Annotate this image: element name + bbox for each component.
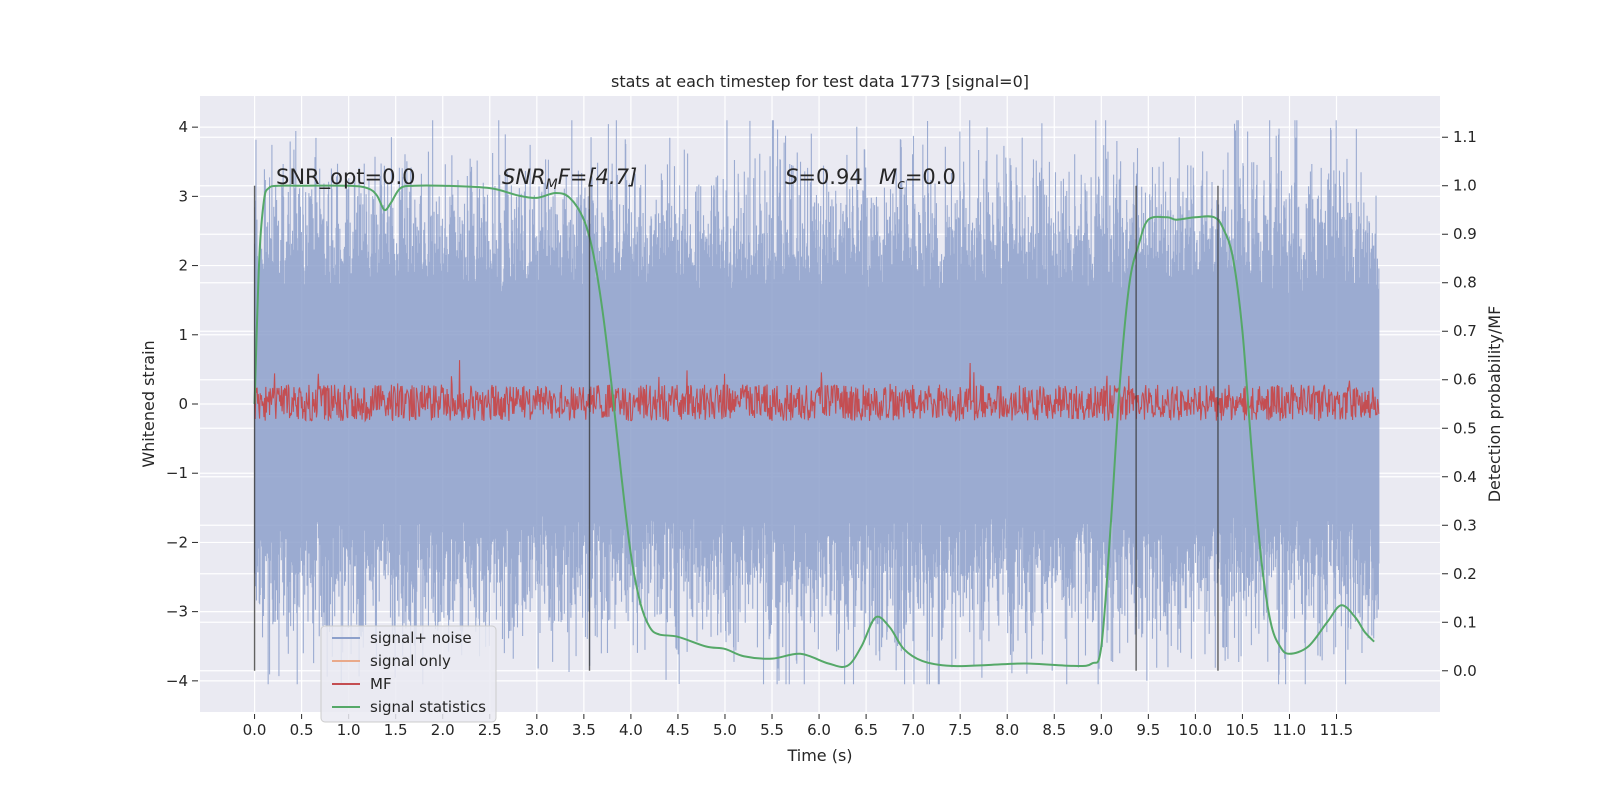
mc-value: =0.0	[905, 165, 956, 189]
snr-mf-sub: M	[546, 177, 558, 193]
annotation-snr-opt: SNR_opt=0.0	[276, 165, 416, 190]
legend-label-signal-only: signal only	[370, 652, 451, 670]
series-signal-statistics	[253, 184, 1375, 669]
axes: 0.0 0.5 1.0 1.5 2.0 2.5 3.0 3.5 4.0 4.5 5.0 5.5 6.0 6…	[166, 118, 1477, 739]
s-var: S	[785, 165, 798, 189]
x-tick-label: 5.5	[760, 721, 784, 739]
y-tick-label: 1	[178, 326, 188, 344]
y-tick-label: −1	[166, 464, 188, 482]
x-tick-label: 3.5	[572, 721, 596, 739]
legend-entry-signal-only: signal only	[332, 652, 451, 670]
mc-sub: c	[897, 177, 905, 193]
x-tick-label: 2.5	[478, 721, 502, 739]
y-tick-label: 2	[178, 257, 188, 275]
x-tick-label: 1.0	[337, 721, 361, 739]
y2-tick-label: 1.1	[1453, 128, 1477, 146]
y2-tick-label: 0.5	[1453, 419, 1477, 437]
x-tick-label: 11.5	[1320, 721, 1353, 739]
x-tick-label: 10.5	[1226, 721, 1259, 739]
y2-tick-label: 0.4	[1453, 468, 1477, 486]
legend-entry-signal-statistics: signal statistics	[332, 698, 486, 716]
x-axis-label: Time (s)	[786, 746, 852, 765]
y-tick-label: 4	[178, 118, 188, 136]
series-mf	[254, 360, 1380, 423]
y2-tick-label: 1.0	[1453, 177, 1477, 195]
x-tick-label: 7.5	[948, 721, 972, 739]
y2-tick-label: 0.7	[1453, 322, 1477, 340]
legend: signal+ noise signal only MF signal stat…	[320, 625, 497, 723]
legend-label-signal-statistics: signal statistics	[370, 698, 486, 716]
y2-tick-label: 0.3	[1453, 516, 1477, 534]
y-tick-label: 3	[178, 187, 188, 205]
x-tick-label: 9.5	[1136, 721, 1160, 739]
x-tick-label: 11.0	[1273, 721, 1306, 739]
x-tick-label: 4.0	[619, 721, 643, 739]
legend-label-signal-noise: signal+ noise	[370, 629, 472, 647]
annotations: SNR_opt=0.0 SNRMF=[4.7] S=0.94 Mc=0.0	[276, 165, 956, 193]
y2-tick-label: 0.9	[1453, 225, 1477, 243]
x-tick-label: 8.5	[1042, 721, 1066, 739]
snr-mf-prefix: SNR	[502, 165, 546, 189]
x-tick-label: 7.0	[901, 721, 925, 739]
x-tick-label: 4.5	[666, 721, 690, 739]
legend-entry-mf: MF	[332, 675, 392, 693]
y2-tick-label: 0.8	[1453, 274, 1477, 292]
x-tick-label: 0.0	[243, 721, 267, 739]
legend-entry-signal-noise: signal+ noise	[332, 629, 472, 647]
y-tick-label: 0	[178, 395, 188, 413]
x-tick-label: 6.5	[854, 721, 878, 739]
x-tick-label: 6.0	[807, 721, 831, 739]
y2-tick-label: 0.1	[1453, 613, 1477, 631]
legend-label-mf: MF	[370, 675, 392, 693]
x-tick-label: 0.5	[290, 721, 314, 739]
snr-mf-suffix-f: F=[4.7]	[558, 165, 637, 189]
vertical-markers	[253, 185, 1219, 671]
y-axis-label: Whitened strain	[139, 340, 158, 467]
mc-var: M	[879, 165, 897, 189]
annotation-snr-mf: SNRMF=[4.7]	[502, 165, 637, 193]
x-tick-label: 2.0	[431, 721, 455, 739]
y2-tick-label: 0.2	[1453, 565, 1477, 583]
annotation-mc-value: Mc=0.0	[879, 165, 956, 193]
legend-box	[320, 625, 497, 723]
y2-axis-label: Detection probability/MF	[1485, 306, 1504, 503]
x-tick-label: 9.0	[1089, 721, 1113, 739]
x-tick-label: 5.0	[713, 721, 737, 739]
y2-tick-label: 0.6	[1453, 371, 1477, 389]
y-tick-label: −2	[166, 533, 188, 551]
y-tick-label: −4	[166, 672, 188, 690]
x-tick-label: 10.0	[1179, 721, 1212, 739]
annotation-s-value: S=0.94	[785, 165, 863, 189]
chart-title: stats at each timestep for test data 177…	[611, 72, 1029, 91]
x-tick-label: 1.5	[384, 721, 408, 739]
y-tick-label: −3	[166, 603, 188, 621]
x-tick-label: 8.0	[995, 721, 1019, 739]
x-tick-label: 3.0	[525, 721, 549, 739]
s-value: =0.94	[798, 165, 862, 189]
y2-tick-label: 0.0	[1453, 662, 1477, 680]
